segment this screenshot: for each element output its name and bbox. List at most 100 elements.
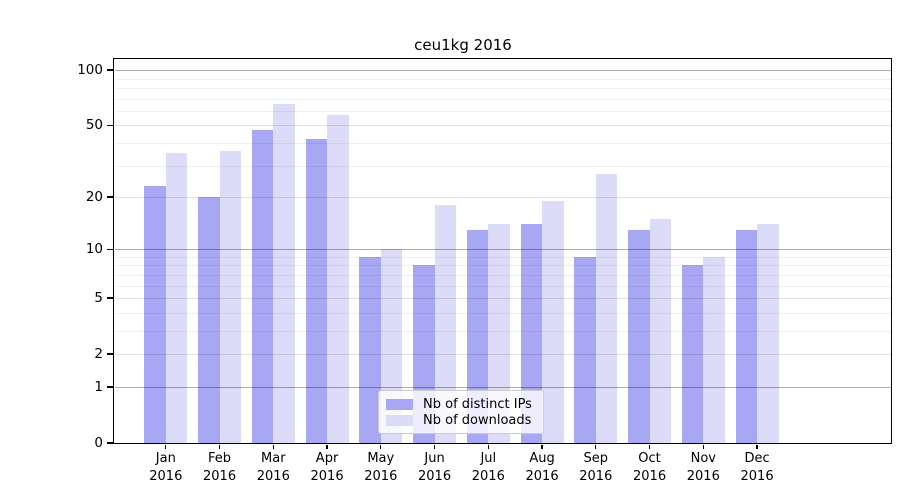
y-tick-20 [106,196,114,198]
gridline-3 [114,330,891,332]
bar-downloads-mar [273,104,295,443]
legend-swatch-distinct-ips [386,398,413,410]
x-tick-label-jun: Jun 2016 [405,450,465,485]
x-tick-dec [756,444,758,449]
x-tick-month: Mar [261,451,286,466]
gridline-10 [114,249,891,251]
legend-label-distinct-ips: Nb of distinct IPs [423,396,532,412]
bar-downloads-sep [595,173,618,443]
x-tick-year: 2016 [579,468,613,484]
bar-downloads-jan [165,153,188,443]
gridline-7 [114,274,891,276]
bar-distinct-ips-nov [681,265,704,443]
x-tick-year: 2016 [633,468,667,484]
x-tick-month: Jan [155,451,176,466]
gridline-100 [114,70,891,72]
x-tick-month: Jun [424,451,445,466]
x-tick-month: Sep [583,451,609,466]
y-tick-2 [106,353,114,355]
bar-distinct-ips-jan [144,186,166,443]
y-tick-label-0: 0 [94,435,103,451]
bar-downloads-aug [542,200,564,443]
bar-distinct-ips-sep [574,256,596,443]
x-tick-label-apr: Apr 2016 [297,450,357,485]
x-tick-year: 2016 [364,468,398,484]
y-tick-0 [106,442,114,444]
y-tick-label-100: 100 [77,62,103,79]
gridline-70 [114,98,891,100]
x-tick-jan [165,444,167,449]
x-tick-year: 2016 [740,468,774,484]
bar-downloads-oct [649,218,672,443]
chart-title: ceu1kg 2016 [414,36,512,54]
bar-distinct-ips-aug [520,224,543,443]
x-tick-label-may: May 2016 [351,450,411,485]
bar-distinct-ips-mar [251,130,274,443]
x-tick-sep [595,444,597,449]
x-tick-mar [272,444,274,449]
x-tick-year: 2016 [256,468,290,484]
gridline-20 [114,197,891,198]
bar-distinct-ips-oct [628,229,650,443]
x-tick-year: 2016 [471,468,505,484]
bar-distinct-ips-may [359,256,381,443]
x-tick-month: Aug [529,451,555,466]
x-tick-may [380,444,382,449]
x-tick-month: Dec [744,451,770,466]
x-tick-month: Nov [690,451,716,466]
bar-distinct-ips-dec [735,229,758,443]
x-tick-month: Feb [208,451,232,466]
x-tick-aug [541,444,543,449]
y-tick-label-1: 1 [94,378,103,395]
y-tick-label-20: 20 [85,189,103,205]
y-tick-label-5: 5 [94,290,103,307]
x-tick-label-sep: Sep 2016 [566,450,626,485]
legend-item-downloads: Nb of downloads [386,413,535,428]
y-tick-50 [106,124,114,127]
gridline-6 [114,285,891,287]
bar-downloads-dec [757,224,779,443]
gridline-1 [114,386,891,388]
x-tick-year: 2016 [149,468,183,484]
bar-distinct-ips-feb [198,197,220,443]
x-tick-jul [487,444,489,449]
x-tick-label-jul: Jul 2016 [458,450,518,485]
y-tick-label-50: 50 [85,117,103,134]
bar-distinct-ips-jul [466,229,489,443]
gridline-60 [114,110,891,112]
x-tick-label-mar: Mar 2016 [243,450,303,485]
x-tick-label-nov: Nov 2016 [673,450,733,485]
y-tick-1 [106,386,114,388]
x-tick-feb [218,444,221,449]
gridline-90 [114,78,891,80]
gridline-40 [114,142,891,144]
x-tick-label-jan: Jan 2016 [136,450,196,485]
gridline-9 [114,256,891,258]
y-tick-10 [106,248,114,250]
gridline-2 [114,354,891,356]
bar-downloads-jun [434,205,457,443]
y-tick-label-2: 2 [94,346,103,363]
plot-area [114,59,891,443]
x-tick-label-dec: Dec 2016 [727,450,787,485]
gridline-4 [114,312,891,314]
x-tick-label-aug: Aug 2016 [512,450,572,485]
bar-downloads-jul [488,224,510,443]
gridline-30 [114,165,891,167]
x-tick-year: 2016 [310,468,344,484]
legend-swatch-downloads [386,414,413,426]
x-tick-month: May [367,451,395,466]
x-tick-month: Jul [480,451,497,466]
gridline-50 [114,125,891,127]
bar-downloads-nov [703,256,725,443]
legend: Nb of distinct IPs Nb of downloads [378,390,544,434]
x-tick-year: 2016 [418,468,452,484]
gridline-5 [114,298,891,300]
x-tick-year: 2016 [203,468,237,484]
legend-label-downloads: Nb of downloads [423,412,532,428]
x-tick-label-oct: Oct 2016 [620,450,680,485]
x-tick-month: Apr [315,451,339,466]
x-tick-year: 2016 [525,468,559,484]
x-tick-month: Oct [638,451,661,466]
